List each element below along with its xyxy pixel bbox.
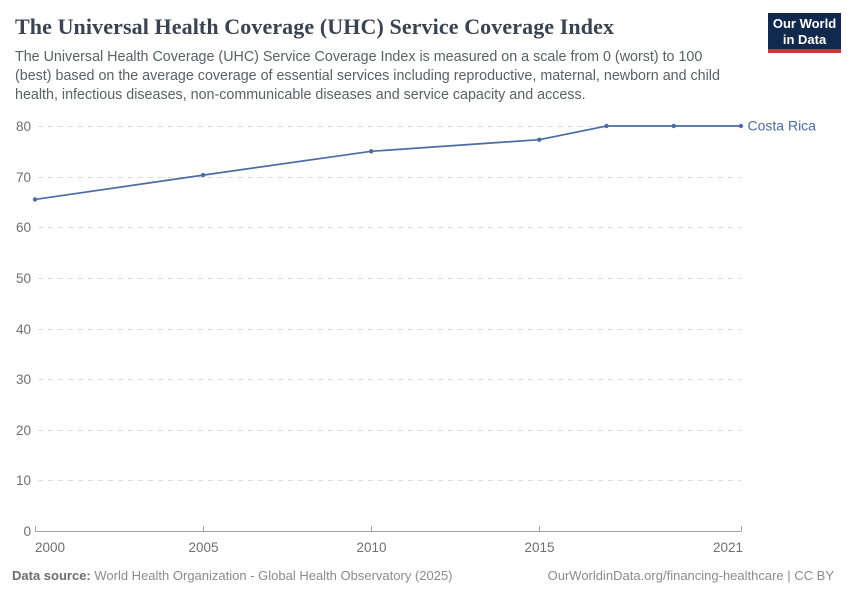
- y-tick-label: 70: [16, 170, 31, 185]
- x-tick-label: 2000: [35, 540, 65, 555]
- citation-link[interactable]: OurWorldinData.org/financing-healthcare …: [547, 568, 834, 583]
- y-tick-label: 20: [16, 423, 31, 438]
- x-tick-label: 2021: [713, 540, 743, 555]
- y-tick-label: 40: [16, 322, 31, 337]
- y-tick-label: 80: [16, 119, 31, 134]
- owid-logo-line2: in Data: [782, 32, 827, 47]
- chart-subtitle: The Universal Health Coverage (UHC) Serv…: [15, 49, 720, 104]
- owid-logo[interactable]: Our World in Data: [768, 13, 841, 53]
- data-source-note: Data source: World Health Organization -…: [12, 568, 453, 583]
- y-tick-label: 50: [16, 271, 31, 286]
- y-axis-tick-labels: 0 10 20 30 40 50 60 70 80: [16, 119, 31, 539]
- chart-header: The Universal Health Coverage (UHC) Serv…: [15, 14, 755, 105]
- data-point-2019[interactable]: [671, 123, 676, 129]
- y-tick-label: 30: [16, 372, 31, 387]
- series-line[interactable]: [34, 125, 742, 201]
- data-source-label: Data source:: [12, 568, 91, 583]
- data-point-2005[interactable]: [200, 172, 206, 178]
- x-axis-tick-labels: 2000 2005 2010 2015 2021: [35, 540, 743, 555]
- data-point-2010[interactable]: [368, 149, 374, 154]
- y-tick-label: 0: [23, 524, 31, 539]
- data-point-2017[interactable]: [604, 123, 609, 129]
- x-tick-label: 2015: [524, 540, 554, 555]
- page-title: The Universal Health Coverage (UHC) Serv…: [15, 14, 615, 39]
- series-end-label[interactable]: Costa Rica: [748, 118, 817, 134]
- data-point-2015[interactable]: [537, 137, 542, 142]
- y-tick-label: 60: [16, 220, 31, 235]
- data-source-text: World Health Organization - Global Healt…: [90, 568, 453, 583]
- x-axis: [35, 526, 742, 532]
- data-point-2021[interactable]: [738, 123, 744, 129]
- y-gridlines: [38, 126, 741, 481]
- y-tick-label: 10: [16, 473, 31, 488]
- data-series-costa-rica: Costa Rica: [32, 118, 817, 202]
- x-tick-label: 2010: [356, 540, 386, 555]
- data-point-2000[interactable]: [32, 197, 38, 202]
- owid-logo-line1: Our World: [772, 16, 837, 31]
- x-tick-label: 2005: [188, 540, 218, 555]
- chart-footer: Data source: World Health Organization -…: [12, 568, 834, 583]
